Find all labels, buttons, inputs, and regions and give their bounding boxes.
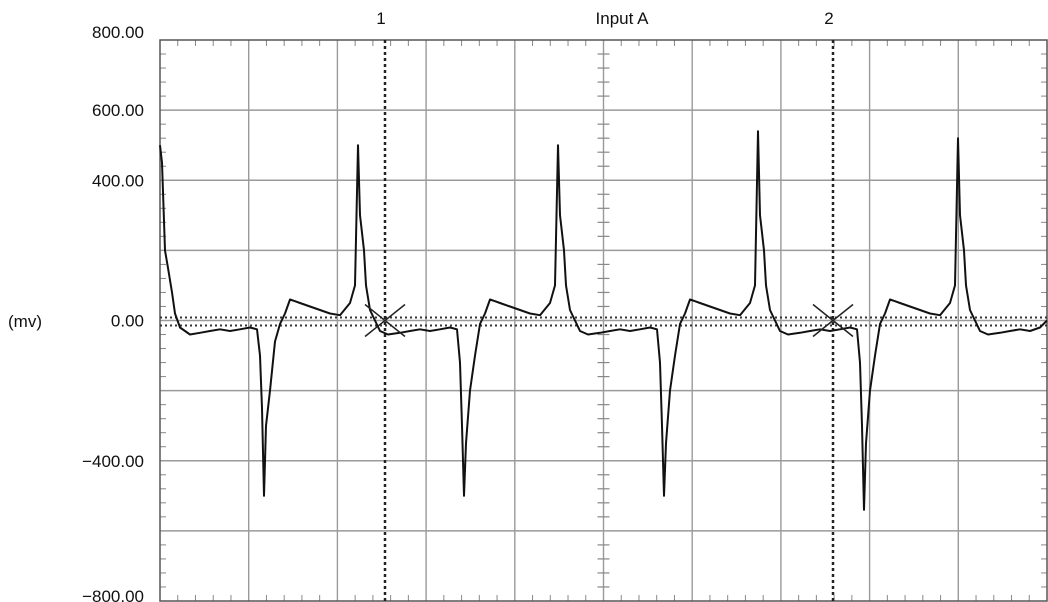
chart-title: Input A [596,9,650,28]
cursor-label: 2 [824,9,833,28]
y-axis-unit-label: (mv) [8,312,42,331]
cursor-x-markers [364,303,854,338]
y-tick-label: 600.00 [92,101,144,120]
y-tick-label: 800.00 [92,23,144,42]
cursor-x-marker [364,303,406,338]
cursor-x-marker [812,303,854,338]
y-tick-label: −800.00 [82,587,144,602]
signal-trace [159,130,1048,511]
y-tick-label: 0.00 [111,312,144,331]
horizontal-gridlines [160,109,1047,532]
minor-tick-marks [160,40,1047,601]
y-tick-label: 400.00 [92,171,144,190]
cursor-label: 1 [376,9,385,28]
y-tick-label: −400.00 [82,452,144,471]
y-tick-labels: 800.00 600.00 400.00 0.00 −400.00 −800.00 [82,23,144,602]
